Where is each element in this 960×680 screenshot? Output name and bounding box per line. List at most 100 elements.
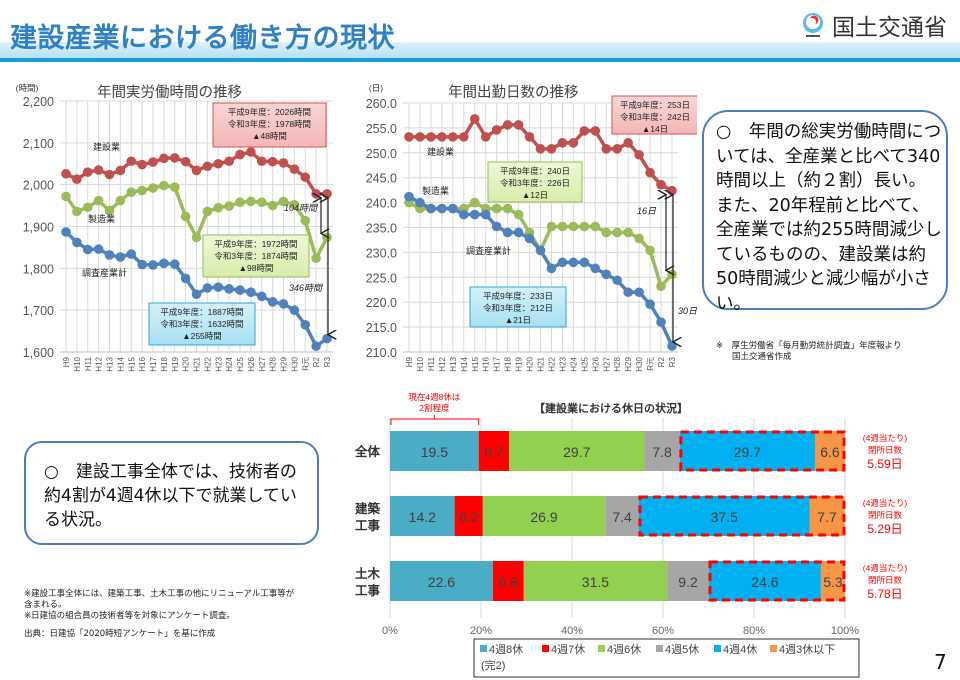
closure-days-label: 閉所日数 [868,510,903,520]
data-point-construction [104,169,115,180]
callout-text: ▲12日 [522,190,548,200]
data-point-construction [267,156,278,167]
y-axis-unit: (日) [369,83,383,93]
bar-value-label: 22.6 [428,574,455,590]
closure-days-value: 5.78日 [867,587,902,601]
series-label-construction: 建設業 [427,146,454,157]
x-tick-label: H21 [537,356,546,371]
data-point-manufacturing [289,199,300,210]
data-point-construction [546,144,557,154]
y-tick-label: 245.0 [366,172,397,186]
x-tick-label: H17 [493,356,502,371]
bar-segment-w6 [523,561,668,601]
callout-box-construction [212,102,327,148]
bar-value-label: 29.7 [734,444,761,460]
source-note-line-1: ※ 厚生労働省「毎月勤労統計調査」年度報より [716,341,902,351]
x-tick-label: H10 [73,356,82,371]
callout-box-all_industry [148,302,256,346]
data-point-manufacturing [502,203,513,214]
holiday-summary-note: ○ 建設工事全体では、技術者の約4割が4週4休以下で就業している状況。 [24,441,319,545]
bar-value-label: 6.8 [499,574,519,590]
bar-segment-w7 [478,431,510,471]
data-point-manufacturing [72,206,82,217]
x-tick-label: H15 [127,356,136,371]
x-tick-label: R3 [323,356,332,367]
series-label-all_industry: 調査産業計 [82,267,127,278]
data-point-all_industry [469,209,480,220]
x-tick-label: H26 [247,356,256,371]
callout-text: ▲255時間 [182,331,222,341]
data-point-construction [148,157,158,167]
data-point-manufacturing [159,180,169,191]
working-days-chart: 210.0 215.0 220.0 225.0 230.0 235.0 240.0 245.0… [366,83,697,372]
callout-box-manufacturing [202,234,310,278]
data-point-construction [404,132,414,142]
legend-label: 4週6休 [607,643,641,656]
data-point-construction [322,189,332,199]
data-point-manufacturing [278,196,289,207]
data-point-all_industry [590,263,601,274]
bar-value-label: 7.4 [612,509,632,525]
x-tick-label: H29 [624,356,633,371]
x-tick-label: H26 [591,356,600,371]
data-point-all_industry [502,227,513,238]
y-tick-label: 255.0 [366,122,397,136]
data-point-all_industry [322,333,332,344]
source-note-mhlw: ※ 厚生労働省「毎月勤労統計調査」年度報より 国土交通省作成 [716,341,901,363]
data-point-all_industry [235,285,245,295]
data-point-manufacturing [491,203,502,214]
bar-segment-w4 [638,496,810,536]
data-point-construction [437,132,447,142]
callout-box-manufacturing [487,161,583,203]
data-point-construction [159,153,169,164]
data-point-manufacturing [235,197,245,208]
bar-value-label: 5.3 [823,574,843,590]
four-day-off-or-less-highlight [638,495,846,537]
data-point-construction [667,185,677,196]
x-tick-label: H22 [203,356,212,371]
data-point-construction [590,126,601,136]
x-tick-label: H25 [580,356,589,371]
x-tick-label: H20 [182,356,191,371]
data-point-all_industry [612,275,623,286]
data-point-construction [579,126,590,136]
x-tick-label: H16 [482,356,491,371]
data-point-construction [72,174,82,185]
bar-value-label: 29.7 [563,444,590,460]
bar-segment-w6 [482,496,606,536]
data-point-all_industry [148,260,158,270]
footnote-line-1: ※建設工事全体には、建築工事、土木工事の他にリニューアル工事等が [24,589,295,599]
data-point-manufacturing [311,253,321,264]
callout-text: ▲98時間 [239,263,274,273]
bar-segment-w8 [390,431,479,471]
data-point-all_industry [557,257,568,268]
data-point-manufacturing [546,221,557,232]
data-point-all_industry [93,244,104,254]
bar-value-label: 6.7 [484,444,504,460]
x-tick-label: H18 [504,356,513,371]
bar-segment-w5 [605,496,639,536]
four-day-off-or-less-highlight [679,430,846,472]
data-point-all_industry [300,320,311,330]
data-point-manufacturing [191,232,202,243]
y-tick-label: 2,200 [23,95,54,109]
bar-value-label: 14.2 [409,509,436,525]
x-tick-label: H17 [149,356,158,371]
callout-text: 平成9年度：2026時間 [228,107,311,117]
x-tick-label: R2 [312,356,321,367]
data-point-construction [656,179,666,190]
data-point-all_industry [458,209,469,220]
x-tick-label: 60% [652,625,674,637]
legend-swatch-w3 [770,645,777,652]
data-point-all_industry [415,197,425,208]
x-tick-label: H12 [438,356,447,371]
data-point-all_industry [491,221,502,232]
bar-value-label: 19.5 [421,444,448,460]
callout-text: 令和3年度：242日 [620,112,690,122]
data-point-all_industry [645,299,655,309]
data-point-construction [61,168,71,179]
data-point-construction [169,153,180,163]
x-tick-label: H19 [515,356,524,371]
x-tick-label: 100% [831,625,859,637]
x-tick-label: H20 [526,356,535,371]
